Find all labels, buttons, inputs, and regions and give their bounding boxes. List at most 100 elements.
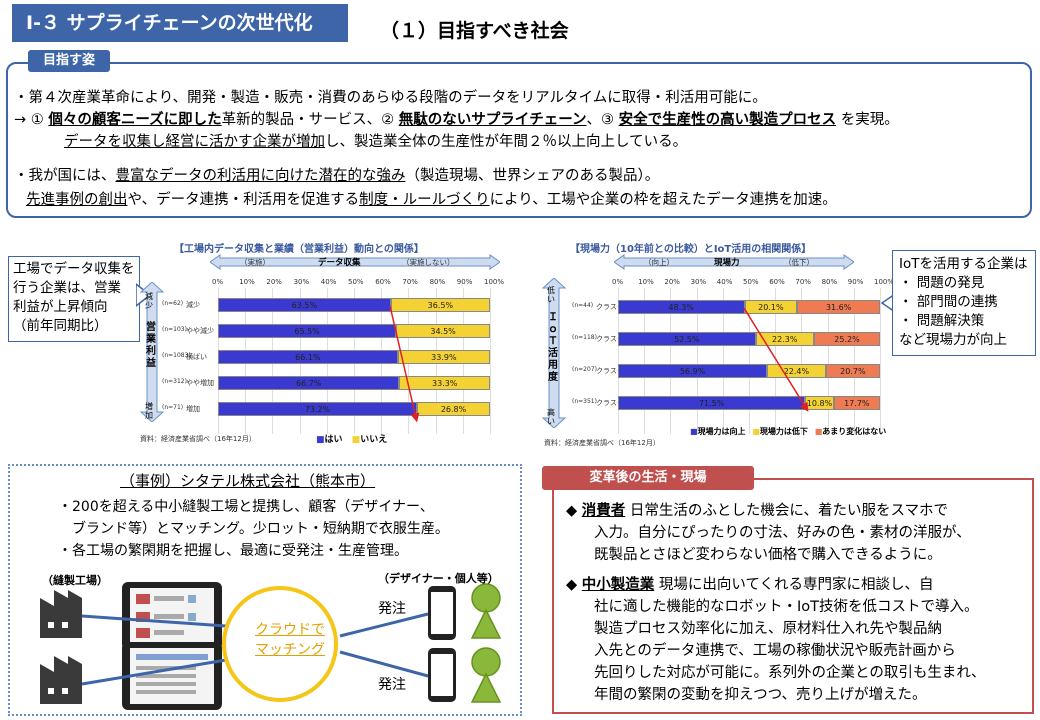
gridline <box>644 288 646 434</box>
cloud-circle <box>222 586 338 702</box>
right-callout-footer: など現場力が向上 <box>899 332 1007 348</box>
factory-label: （縫製工場） <box>42 574 108 587</box>
chart-1-header-arrow <box>210 254 500 270</box>
goal-line-5b: や、データ連携・利活用を促進する <box>127 192 360 208</box>
goal-line-3: データを収集し経営に活かす企業が増加し、製造業全体の生産性が年間２％以上向上して… <box>64 130 687 151</box>
right-callout-item: ・ 問題の発見 <box>899 275 985 291</box>
trend-arrow <box>389 305 420 423</box>
goal-box <box>6 62 1032 218</box>
cloud-line-2: マッチング <box>255 642 325 658</box>
legend2-2: 現場力は低下 <box>759 427 808 436</box>
chart-1-ylabel: 営業利益 <box>146 322 156 369</box>
bar-segment: 20.7% <box>825 364 880 378</box>
diamond-bullet-icon: ◆ <box>566 577 578 593</box>
chart-1-header-right: （実施しない） <box>402 258 455 267</box>
link-line <box>339 612 429 638</box>
bar-segment: 17.7% <box>833 396 880 410</box>
category-label: やや減少 <box>186 327 214 335</box>
x-tick-label: 40% <box>716 278 733 286</box>
goal-line-2e: 、③ <box>586 112 619 128</box>
left-callout-line: 工場でデータ収集を <box>13 261 135 277</box>
x-tick-label: 80% <box>821 278 838 286</box>
bar-segment: 63.5% <box>218 298 391 312</box>
x-tick-label: 50% <box>348 278 364 286</box>
chart-1-source: 資料：経済産業省調べ（16年12月） <box>140 435 256 443</box>
goal-line-2g: を実現。 <box>836 112 899 128</box>
category-label: 横ばい <box>186 353 207 361</box>
chart-1-header-mid: データ収集 <box>318 258 361 268</box>
x-tick-label: 10% <box>638 278 654 286</box>
legend2-3: あまり変化はない <box>822 427 887 436</box>
trend-arrow <box>743 307 809 412</box>
sample-size-label: (n=351) <box>572 398 597 405</box>
chart-2: 【現場力（10年前との比較）とIoT活用の相関関係】 （向上） 現場力 （低下）… <box>540 238 894 448</box>
goal-line-5d: により、工場や企業の枠を超えたデータ連携を加速。 <box>489 192 837 208</box>
case-title: （事例）シタテル株式会社（熊本市） <box>120 472 376 490</box>
chart-1: 【工場内データ収集と業績（営業利益）動向との関係】 （実施） データ収集 （実施… <box>140 238 510 448</box>
goal-item-2: 無駄のないサプライチェーン <box>398 112 587 128</box>
legend2-1: 現場力は向上 <box>697 427 746 436</box>
gridline <box>618 288 619 434</box>
chart-2-y-top: 低い <box>547 286 555 304</box>
consumer-block: ◆ 消費者 日常生活のふとした機会に、着たい服をスマホで 入力。自分にぴったりの… <box>566 500 1030 566</box>
sample-size-label: (n=312) <box>162 378 187 385</box>
goal-line-3a: データを収集し経営に活かす企業が増加 <box>64 134 325 150</box>
sample-size-label: (n=207) <box>572 366 597 373</box>
legend-swatch-yes: ■ <box>316 435 325 445</box>
designer-label: （デザイナー・個人等） <box>378 572 499 585</box>
diamond-bullet-icon: ◆ <box>566 503 578 519</box>
bar-segment: 36.5% <box>390 298 490 312</box>
tablet-icon <box>122 582 222 650</box>
link-line <box>81 658 227 686</box>
legend2-swatch-3: ■ <box>814 427 823 436</box>
goal-line-4: ・我が国には、豊富なデータの利活用に向けた潜在的な強み（製造現場、世界シェアのあ… <box>14 164 659 185</box>
case-text: ・200を超える中小縫製工場と提携し、顧客（デザイナー、 ブランド等）とマッチン… <box>58 496 449 562</box>
chart-1-legend: ■はい ■いいえ <box>316 432 387 445</box>
bar-segment: 66.1% <box>218 350 398 364</box>
x-tick-label: 90% <box>847 278 864 286</box>
category-label: 減少 <box>186 301 200 309</box>
category-label: クラスターA <box>596 303 636 311</box>
smartphone-icon <box>428 586 456 640</box>
bar-segment: 48.3% <box>618 300 745 314</box>
chart-2-header-left: （向上） <box>644 258 674 267</box>
right-callout-item: ・ 問題解決策 <box>899 313 985 329</box>
legend-no: いいえ <box>360 435 388 445</box>
chart-1-title: 【工場内データ収集と業績（営業利益）動向との関係】 <box>174 244 424 255</box>
chart-2-plot: 0% 10% 20% 30% 40% 50% 60% 70% 80% 90% 100% クラスターA(… <box>572 278 894 434</box>
goal-line-5: 先進事例の創出や、データ連携・利活用を促進する制度・ルールづくりにより、工場や企… <box>26 188 837 209</box>
category-label: クラスターC <box>596 367 636 375</box>
right-callout: IoTを活用する企業は ・ 問題の発見 ・ 部門間の連携 ・ 問題解決策 など現… <box>892 250 1036 356</box>
category-label: クラスターB <box>596 335 636 343</box>
sme-line: 製造プロセス効率化に加え、原材料仕入れ先や製品納 <box>594 621 942 637</box>
goal-line-5a: 先進事例の創出 <box>26 192 128 208</box>
gridline <box>775 288 777 434</box>
goal-line-2a: → ① <box>14 112 49 128</box>
chart-2-header-arrow <box>614 254 854 270</box>
life-box <box>552 478 1034 714</box>
legend2-swatch-2: ■ <box>752 427 760 436</box>
chart-2-source: 資料：経済産業省調べ（16年12月） <box>544 439 660 447</box>
gridline <box>880 288 881 434</box>
x-tick-label: 30% <box>690 278 707 286</box>
x-tick-label: 30% <box>293 278 310 286</box>
bar-segment: 22.3% <box>755 332 814 346</box>
consumer-line: 入力。自分にぴったりの寸法、好みの色・素材の洋服が、 <box>594 525 971 541</box>
goal-line-2: → ① 個々の顧客ニーズに即した革新的製品・サービス、② 無駄のないサプライチェ… <box>14 108 899 129</box>
goal-line-3b: し、製造業全体の生産性が年間２％以上向上している。 <box>325 134 688 150</box>
x-tick-label: 80% <box>429 278 446 286</box>
category-label: クラスターD <box>596 399 637 407</box>
case-line: ・各工場の繁閑期を把握し、最適に受発注・生産管理。 <box>58 543 408 559</box>
person-icon <box>470 583 502 639</box>
sme-line: 年間の繁閑の変動を抑えつつ、売り上げが増えた。 <box>594 687 927 703</box>
left-callout-line: （前年同期比） <box>13 318 108 334</box>
chart-2-header-mid: 現場力 <box>714 258 740 268</box>
right-callout-item: ・ 部門間の連携 <box>899 294 998 310</box>
category-label: やや増加 <box>186 379 214 387</box>
sme-block: ◆ 中小製造業 現場に出向いてくれる専門家に相談し、自 社に適した機能的なロボッ… <box>566 574 1030 706</box>
bar-segment: 73.2% <box>218 402 418 416</box>
goal-line-4b: 豊富なデータの利活用に向けた潜在的な強み <box>115 168 406 184</box>
right-callout-title: IoTを活用する企業は <box>899 256 1028 272</box>
x-tick-label: 70% <box>402 278 418 286</box>
x-tick-label: 100% <box>874 278 895 286</box>
